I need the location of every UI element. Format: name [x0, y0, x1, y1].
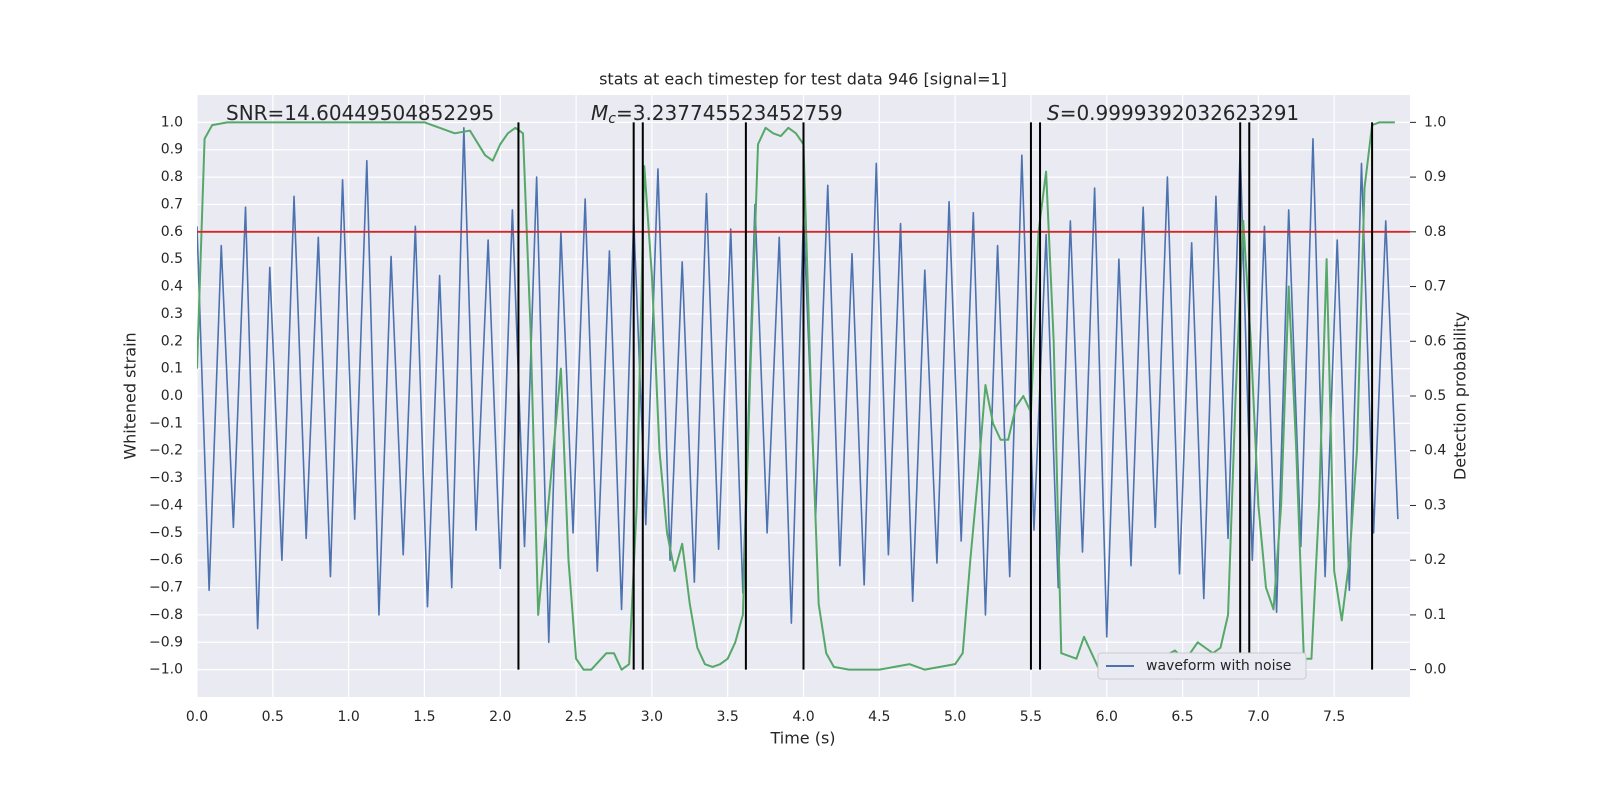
- y-tick-label: −0.2: [149, 443, 183, 459]
- y-tick-label: −1.0: [149, 662, 183, 678]
- y-tick-label: 0.7: [161, 196, 183, 212]
- y2-tick-label: 0.6: [1424, 333, 1446, 349]
- y2-tick-label: 0.8: [1424, 224, 1446, 240]
- y-tick-label: −0.4: [149, 497, 183, 513]
- plot-layer: [197, 121, 1410, 671]
- y-axis-label: Whitened strain: [121, 332, 140, 459]
- y-tick-label: 0.5: [161, 251, 183, 267]
- legend-label: waveform with noise: [1146, 658, 1291, 674]
- annotation-subscript: c: [608, 111, 616, 127]
- x-tick-label: 2.5: [565, 709, 587, 725]
- x-axis-label: Time (s): [769, 729, 835, 748]
- probability-line: [197, 121, 1395, 671]
- y-tick-label: −0.5: [149, 525, 183, 541]
- x-tick-label: 5.0: [944, 709, 966, 725]
- x-tick-label: 2.0: [489, 709, 511, 725]
- y2-tick-label: 0.2: [1424, 552, 1446, 568]
- y-tick-label: 0.1: [161, 361, 183, 377]
- y-tick-label: 0.2: [161, 333, 183, 349]
- x-tick-label: 6.5: [1171, 709, 1193, 725]
- y2-tick-label: 0.3: [1424, 497, 1446, 513]
- annotation-text: SNR=14.60449504852295: [226, 101, 494, 125]
- y-tick-label: −0.6: [149, 552, 183, 568]
- y-tick-label: 1.0: [161, 114, 183, 130]
- x-tick-label: 3.5: [717, 709, 739, 725]
- annotation-symbol: M: [591, 101, 608, 125]
- y2-tick-label: 0.0: [1424, 662, 1446, 678]
- x-tick-label: 3.0: [641, 709, 663, 725]
- x-tick-label: 6.0: [1096, 709, 1118, 725]
- y2-tick-label: 0.4: [1424, 443, 1446, 459]
- x-tick-label: 1.5: [413, 709, 435, 725]
- y-tick-label: −0.9: [149, 634, 183, 650]
- legend-box: [1097, 652, 1307, 680]
- y-tick-label: 0.3: [161, 306, 183, 322]
- y-tick-label: 0.0: [161, 388, 183, 404]
- y2-axis-label: Detection probability: [1451, 312, 1470, 480]
- y-tick-label: −0.3: [149, 470, 183, 486]
- annotation: SNR=14.60449504852295: [226, 101, 494, 125]
- y-tick-label: −0.8: [149, 607, 183, 623]
- annotation-text: =3.237745523452759: [616, 101, 843, 125]
- y2-tick-label: 0.7: [1424, 279, 1446, 295]
- y2-tick-label: 0.9: [1424, 169, 1446, 185]
- x-tick-label: 1.0: [337, 709, 359, 725]
- y2-tick-label: 0.5: [1424, 388, 1446, 404]
- x-tick-label: 0.5: [262, 709, 284, 725]
- x-tick-label: 0.0: [186, 709, 208, 725]
- y2-tick-label: 1.0: [1424, 114, 1446, 130]
- y-tick-label: 0.9: [161, 142, 183, 158]
- y2-tick-label: 0.1: [1424, 607, 1446, 623]
- x-tick-label: 7.5: [1323, 709, 1345, 725]
- x-tick-label: 7.0: [1247, 709, 1269, 725]
- annotation: Mc=3.237745523452759: [591, 101, 843, 128]
- y-tick-label: 0.8: [161, 169, 183, 185]
- x-tick-label: 4.0: [792, 709, 814, 725]
- y-tick-label: −0.7: [149, 580, 183, 596]
- x-tick-label: 4.5: [868, 709, 890, 725]
- y-tick-label: 0.4: [161, 279, 183, 295]
- y-tick-label: 0.6: [161, 224, 183, 240]
- annotation-symbol: S: [1047, 101, 1060, 125]
- waveform-line: [197, 127, 1399, 644]
- annotation: S=0.9999392032623291: [1047, 101, 1299, 125]
- annotation-text: =0.9999392032623291: [1060, 101, 1299, 125]
- chart-title: stats at each timestep for test data 946…: [599, 70, 1007, 89]
- y-tick-label: −0.1: [149, 415, 183, 431]
- x-tick-label: 5.5: [1020, 709, 1042, 725]
- legend: waveform with noise: [1097, 652, 1307, 680]
